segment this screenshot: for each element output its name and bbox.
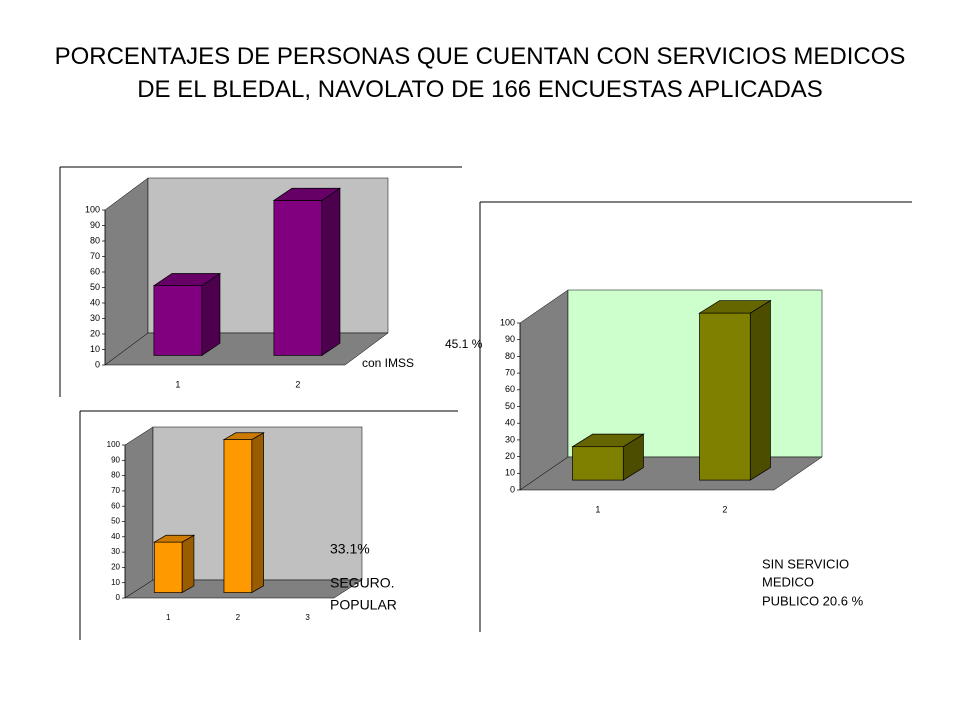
side-wall (104, 177, 149, 366)
y-tick-label: 90 (505, 334, 515, 344)
y-tick-label: 20 (505, 451, 515, 461)
annotation: 33.1% (330, 541, 370, 557)
y-tick-label: 50 (111, 517, 120, 526)
x-tick-label: 2 (236, 613, 241, 622)
bar-top (571, 433, 645, 448)
y-tick-label: 40 (505, 418, 515, 428)
bar-top (272, 187, 342, 201)
y-tick-label: 80 (90, 235, 100, 245)
x-tick-label: 1 (166, 613, 171, 622)
y-tick-label: 10 (505, 468, 515, 478)
y-tick-label: 80 (505, 351, 515, 361)
slide-title: PORCENTAJES DE PERSONAS QUE CUENTAN CON … (54, 43, 906, 103)
y-tick-label: 100 (107, 440, 121, 449)
bar-top (152, 273, 222, 286)
side-wall (124, 426, 154, 599)
x-tick-label: 2 (295, 379, 300, 389)
annotation: SIN SERVICIO (762, 556, 849, 571)
bar-side (251, 432, 264, 594)
bar (153, 541, 183, 593)
bar-side (201, 272, 221, 357)
y-tick-label: 30 (505, 434, 515, 444)
bar-top (153, 534, 196, 543)
y-tick-label: 90 (90, 220, 100, 230)
y-tick-label: 60 (90, 266, 100, 276)
y-tick-label: 20 (111, 563, 120, 572)
y-tick-label: 90 (111, 455, 120, 464)
y-tick-label: 0 (116, 593, 121, 602)
annotation: PUBLICO 20.6 % (762, 593, 864, 608)
y-tick-label: 20 (90, 328, 100, 338)
y-tick-label: 10 (111, 578, 120, 587)
x-tick-label: 3 (305, 613, 310, 622)
y-tick-label: 40 (111, 532, 120, 541)
y-tick-label: 80 (111, 471, 120, 480)
bar-side (321, 187, 341, 357)
y-tick-label: 60 (505, 384, 515, 394)
bar-top (698, 300, 772, 314)
x-tick-label: 1 (175, 379, 180, 389)
y-tick-label: 0 (95, 359, 100, 369)
side-wall (519, 289, 569, 491)
y-tick-label: 30 (111, 547, 120, 556)
back-wall (567, 289, 823, 458)
floor (519, 456, 823, 491)
y-tick-label: 70 (505, 367, 515, 377)
annotation: MEDICO (762, 574, 814, 589)
bar (273, 200, 323, 356)
bar-top (222, 432, 265, 440)
bar-side (749, 299, 771, 481)
bar (572, 446, 624, 481)
y-tick-label: 100 (85, 204, 100, 214)
annotation: con IMSS (362, 356, 414, 370)
bar (699, 312, 751, 481)
y-tick-label: 70 (90, 251, 100, 261)
y-tick-label: 40 (90, 297, 100, 307)
annotation: SEGURO. (330, 575, 395, 591)
x-tick-label: 2 (722, 504, 727, 514)
bar (153, 285, 203, 356)
annotation: 45.1 % (445, 337, 483, 351)
floor (104, 332, 389, 366)
bar-side (181, 534, 195, 594)
y-tick-label: 0 (510, 484, 515, 494)
annotation: POPULAR (330, 597, 397, 613)
y-tick-label: 10 (90, 344, 100, 354)
y-tick-label: 60 (111, 501, 120, 510)
bar (223, 439, 253, 593)
y-tick-label: 50 (505, 401, 515, 411)
y-tick-label: 50 (90, 282, 100, 292)
y-tick-label: 70 (111, 486, 120, 495)
x-tick-label: 1 (595, 504, 600, 514)
y-tick-label: 100 (500, 317, 515, 327)
y-tick-label: 30 (90, 313, 100, 323)
